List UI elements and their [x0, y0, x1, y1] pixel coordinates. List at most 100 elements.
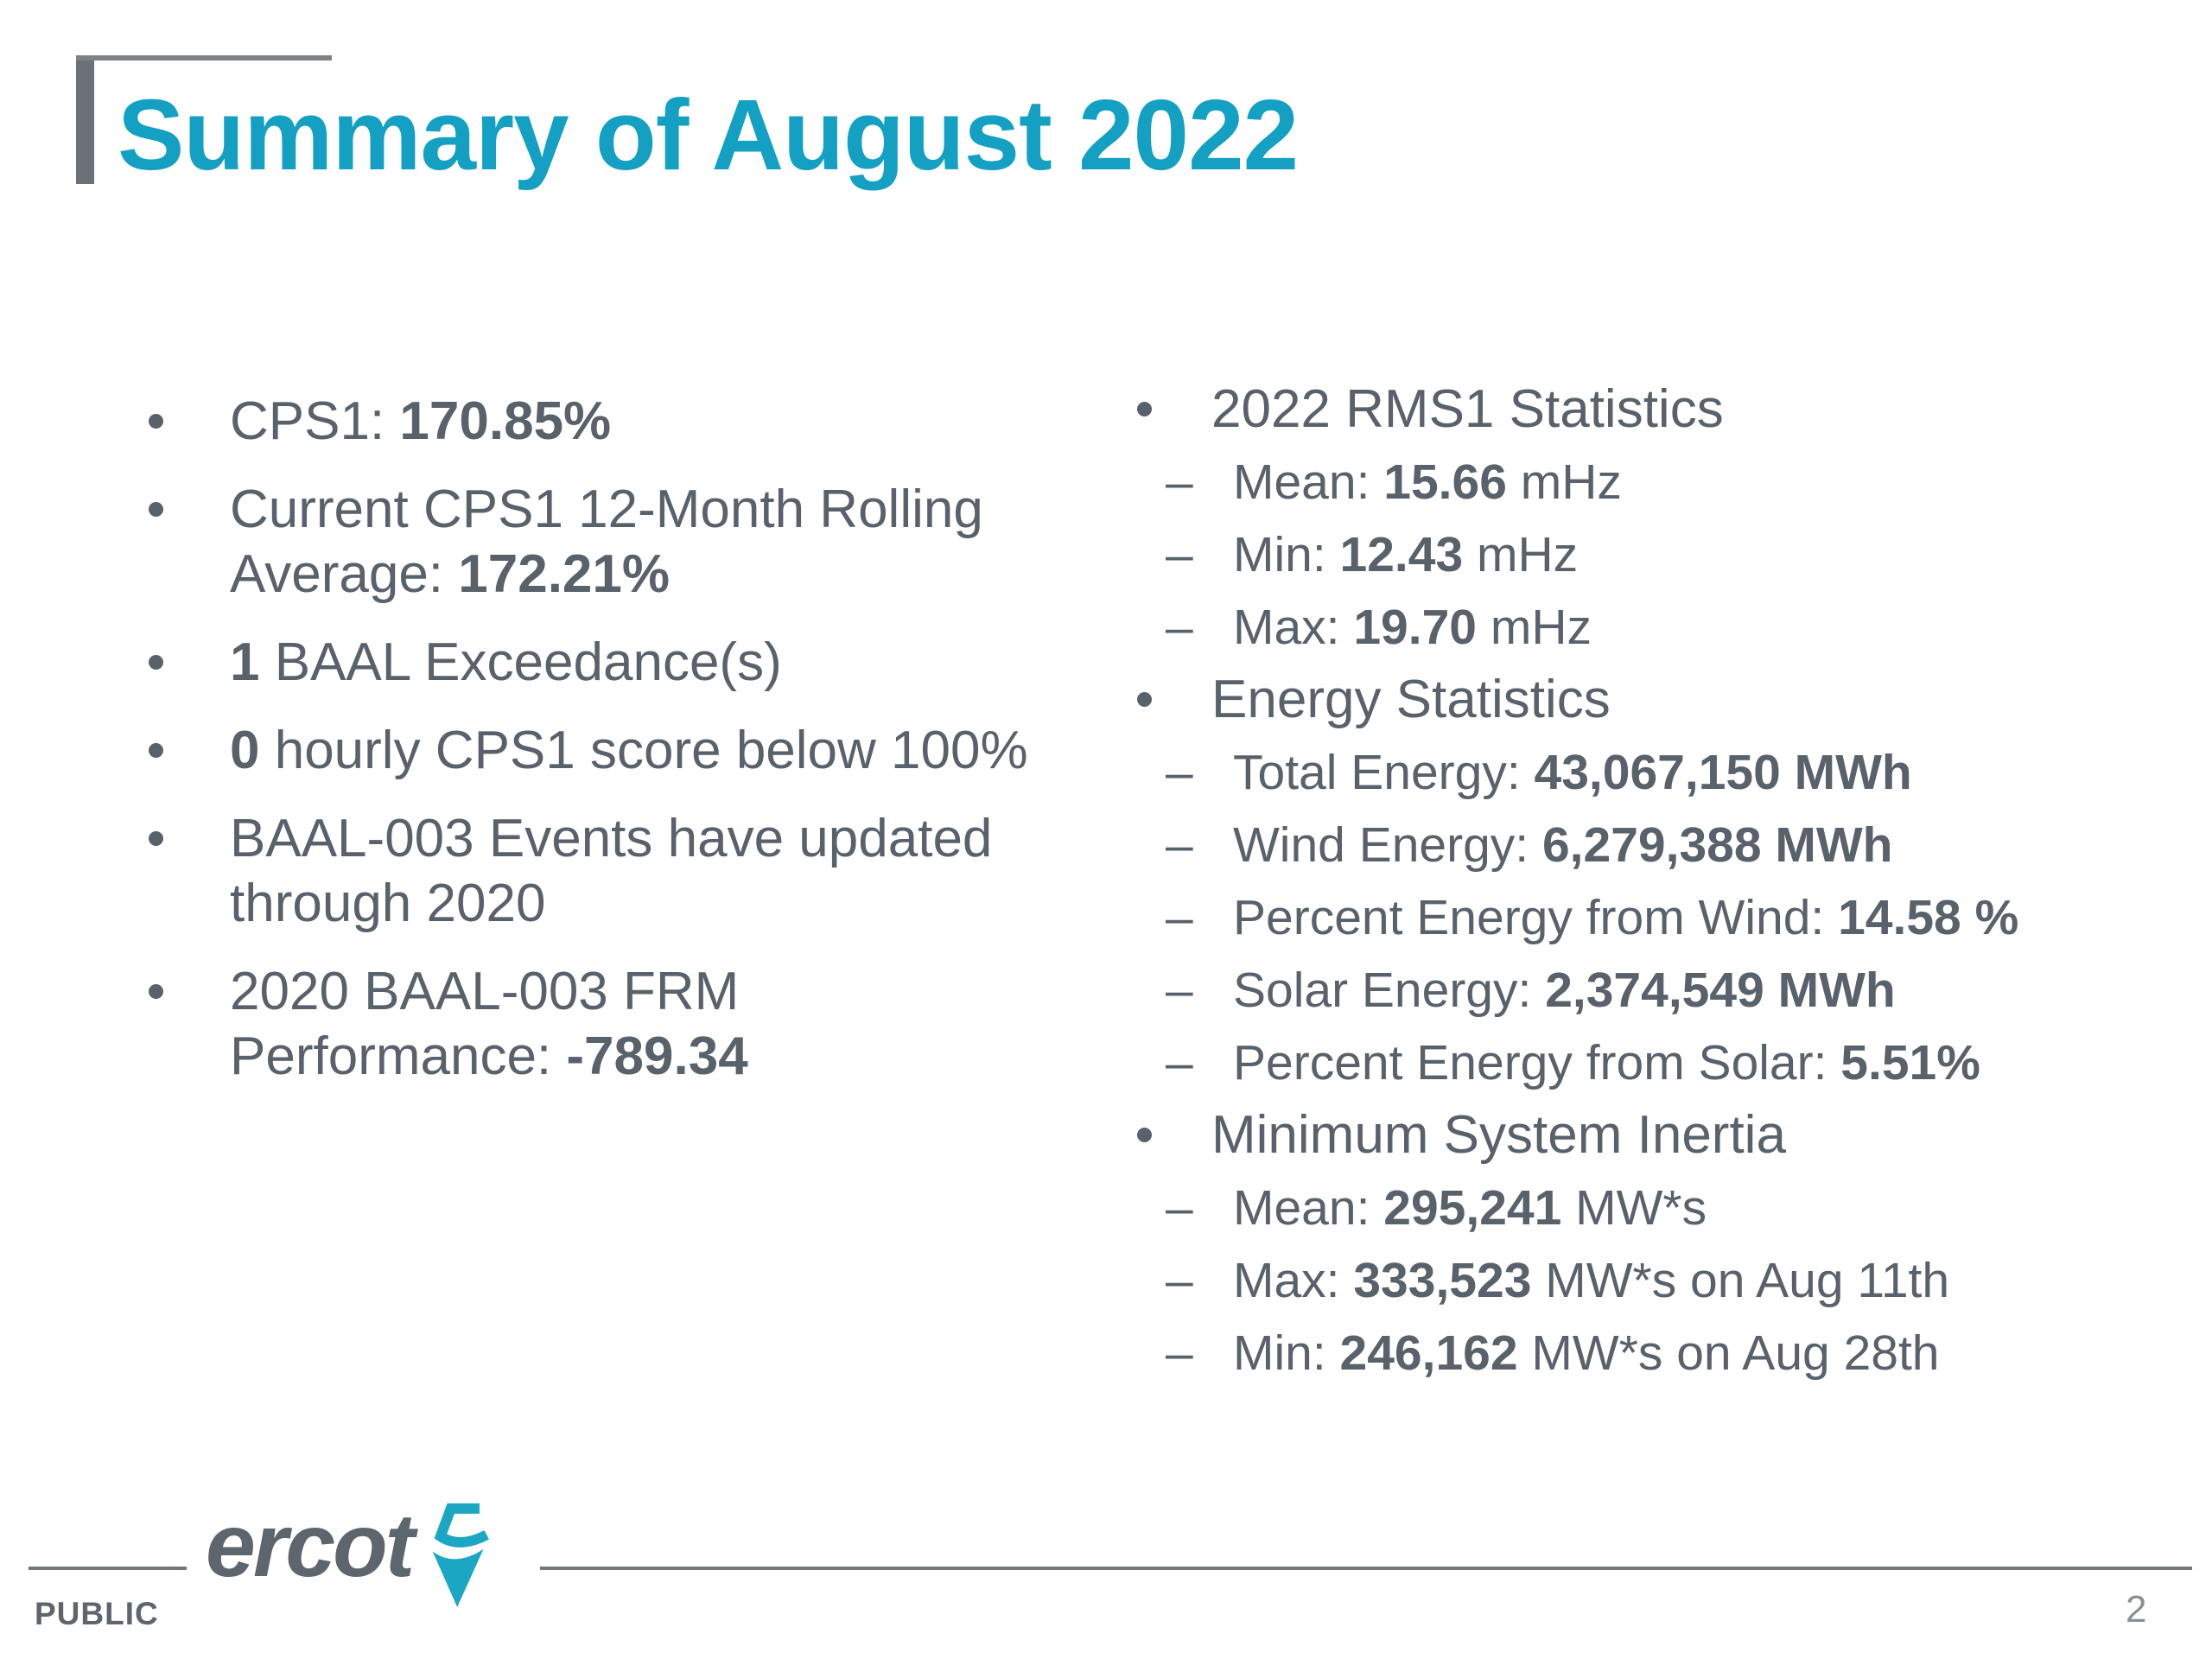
- bullet-item: CPS1: 170.85%: [149, 389, 1125, 454]
- sub-bullet-item: – Percent Energy from Wind: 14.58 %: [1166, 881, 2212, 954]
- text-segment: mHz: [1463, 527, 1579, 582]
- sub-bullet-item: – Total Energy: 43,067,150 MWh: [1166, 736, 2212, 809]
- sub-bullet-item: – Max: 19.70 mHz: [1166, 591, 2212, 664]
- bullet-dot-icon: [149, 414, 163, 429]
- value-bold: 5.51%: [1840, 1035, 1980, 1090]
- bullet-dot-icon: [1137, 692, 1152, 707]
- dash-icon: –: [1166, 1253, 1193, 1308]
- bullet-dot-icon: [149, 984, 163, 999]
- bullet-text: 2020 BAAL-003 FRM Performance: -789.34: [230, 959, 1072, 1089]
- bullet-text: CPS1: 170.85%: [230, 389, 1072, 454]
- value-bold: -789.34: [566, 1027, 748, 1086]
- text-segment: Percent Energy from Wind:: [1233, 890, 1839, 945]
- bullet-text: Percent Energy from Wind: 14.58 %: [1233, 881, 2018, 954]
- bullet-item: 0 hourly CPS1 score below 100%: [149, 718, 1125, 783]
- bullet-item: Energy Statistics: [1137, 664, 2212, 736]
- value-bold: 6,279,388 MWh: [1541, 817, 1893, 873]
- footer-rule-left: [29, 1567, 187, 1570]
- text-segment: Max:: [1233, 1253, 1354, 1308]
- text-segment: Solar Energy:: [1233, 963, 1546, 1018]
- value-bold: 19.70: [1353, 600, 1477, 655]
- value-bold: 0: [230, 721, 260, 780]
- text-segment: mHz: [1506, 454, 1622, 510]
- sub-bullet-item: – Mean: 295,241 MW*s: [1166, 1172, 2212, 1244]
- bullet-text: Max: 333,523 MW*s on Aug 11th: [1233, 1244, 1949, 1317]
- statistics-bullet-list: 2022 RMS1 Statistics – Mean: 15.66 mHz – Min…: [1137, 373, 2212, 1389]
- bullet-text: Min: 246,162 MW*s on Aug 28th: [1233, 1317, 1940, 1389]
- bullet-item: 2020 BAAL-003 FRM Performance: -789.34: [149, 959, 1125, 1089]
- bullet-dot-icon: [149, 655, 163, 670]
- bullet-dot-icon: [1137, 402, 1152, 416]
- dash-icon: –: [1166, 1180, 1193, 1236]
- bullet-text: Minimum System Inertia: [1211, 1099, 1786, 1172]
- text-segment: mHz: [1477, 600, 1592, 655]
- value-bold: 172.21%: [458, 544, 671, 604]
- text-segment: MW*s on Aug 11th: [1531, 1253, 1950, 1308]
- text-segment: CPS1:: [230, 391, 400, 451]
- sub-bullet-item: – Mean: 15.66 mHz: [1166, 446, 2212, 518]
- bullet-item: BAAL-003 Events have updated through 202…: [149, 806, 1125, 936]
- sub-bullet-item: – Percent Energy from Solar: 5.51%: [1166, 1027, 2212, 1099]
- value-bold: 2,374,549 MWh: [1545, 963, 1896, 1018]
- text-segment: Energy Statistics: [1211, 670, 1611, 729]
- dash-icon: –: [1166, 1035, 1193, 1090]
- bullet-text: 1 BAAL Exceedance(s): [230, 630, 1072, 695]
- bullet-text: 0 hourly CPS1 score below 100%: [230, 718, 1072, 783]
- bullet-dot-icon: [1137, 1128, 1152, 1142]
- sub-bullet-item: – Max: 333,523 MW*s on Aug 11th: [1166, 1244, 2212, 1317]
- bullet-text: Total Energy: 43,067,150 MWh: [1233, 736, 1912, 809]
- text-segment: Wind Energy:: [1233, 817, 1542, 873]
- text-segment: MW*s on Aug 28th: [1517, 1325, 1940, 1381]
- bullet-item: Current CPS1 12-Month Rolling Average: 1…: [149, 477, 1125, 607]
- bullet-text: Min: 12.43 mHz: [1233, 518, 1578, 591]
- dash-icon: –: [1166, 600, 1193, 655]
- text-segment: Total Energy:: [1233, 745, 1535, 800]
- bullet-text: Percent Energy from Solar: 5.51%: [1233, 1027, 1980, 1099]
- dash-icon: –: [1166, 454, 1193, 510]
- bullet-text: Solar Energy: 2,374,549 MWh: [1233, 954, 1896, 1027]
- ercot-logo-text: ercot: [206, 1496, 415, 1596]
- ercot-bolt-icon: [432, 1503, 490, 1607]
- value-bold: 246,162: [1339, 1325, 1518, 1381]
- footer-rule-right: [540, 1567, 2192, 1570]
- bullet-text: Max: 19.70 mHz: [1233, 591, 1592, 664]
- bullet-text: Mean: 15.66 mHz: [1233, 446, 1622, 518]
- text-segment: Mean:: [1233, 1180, 1384, 1236]
- bullet-text: 2022 RMS1 Statistics: [1211, 373, 1724, 446]
- sub-bullet-item: – Min: 12.43 mHz: [1166, 518, 2212, 591]
- value-bold: 295,241: [1383, 1180, 1562, 1236]
- classification-label: PUBLIC: [35, 1596, 159, 1631]
- dash-icon: –: [1166, 890, 1193, 945]
- bullet-dot-icon: [149, 831, 163, 846]
- bullet-item: 2022 RMS1 Statistics: [1137, 373, 2212, 446]
- text-segment: BAAL-003 Events have updated through 202…: [230, 809, 993, 933]
- bullet-text: Mean: 295,241 MW*s: [1233, 1172, 1707, 1244]
- page-number: 2: [2126, 1588, 2147, 1630]
- sub-bullet-item: – Wind Energy: 6,279,388 MWh: [1166, 809, 2212, 881]
- dash-icon: –: [1166, 1325, 1193, 1381]
- bullet-item: 1 BAAL Exceedance(s): [149, 630, 1125, 695]
- text-segment: Min:: [1233, 527, 1340, 582]
- dash-icon: –: [1166, 963, 1193, 1018]
- dash-icon: –: [1166, 817, 1193, 873]
- text-segment: Current CPS1 12-Month Rolling Average:: [230, 480, 983, 604]
- text-segment: 2020 BAAL-003 FRM Performance:: [230, 962, 740, 1086]
- bullet-text: Energy Statistics: [1211, 664, 1611, 736]
- value-bold: 12.43: [1339, 527, 1464, 582]
- sub-bullet-item: – Min: 246,162 MW*s on Aug 28th: [1166, 1317, 2212, 1389]
- bullet-dot-icon: [149, 743, 163, 758]
- corner-accent-line: [76, 55, 332, 60]
- value-bold: 333,523: [1353, 1253, 1532, 1308]
- bullet-item: Minimum System Inertia: [1137, 1099, 2212, 1172]
- text-segment: Min:: [1233, 1325, 1340, 1381]
- value-bold: 14.58 %: [1838, 890, 2019, 945]
- dash-icon: –: [1166, 745, 1193, 800]
- dash-icon: –: [1166, 527, 1193, 582]
- value-bold: 1: [230, 632, 260, 692]
- text-segment: hourly CPS1 score below 100%: [259, 721, 1028, 780]
- text-segment: 2022 RMS1 Statistics: [1211, 379, 1724, 439]
- slide-title: Summary of August 2022: [118, 79, 1299, 191]
- value-bold: 170.85%: [399, 391, 612, 451]
- text-segment: Percent Energy from Solar:: [1233, 1035, 1841, 1090]
